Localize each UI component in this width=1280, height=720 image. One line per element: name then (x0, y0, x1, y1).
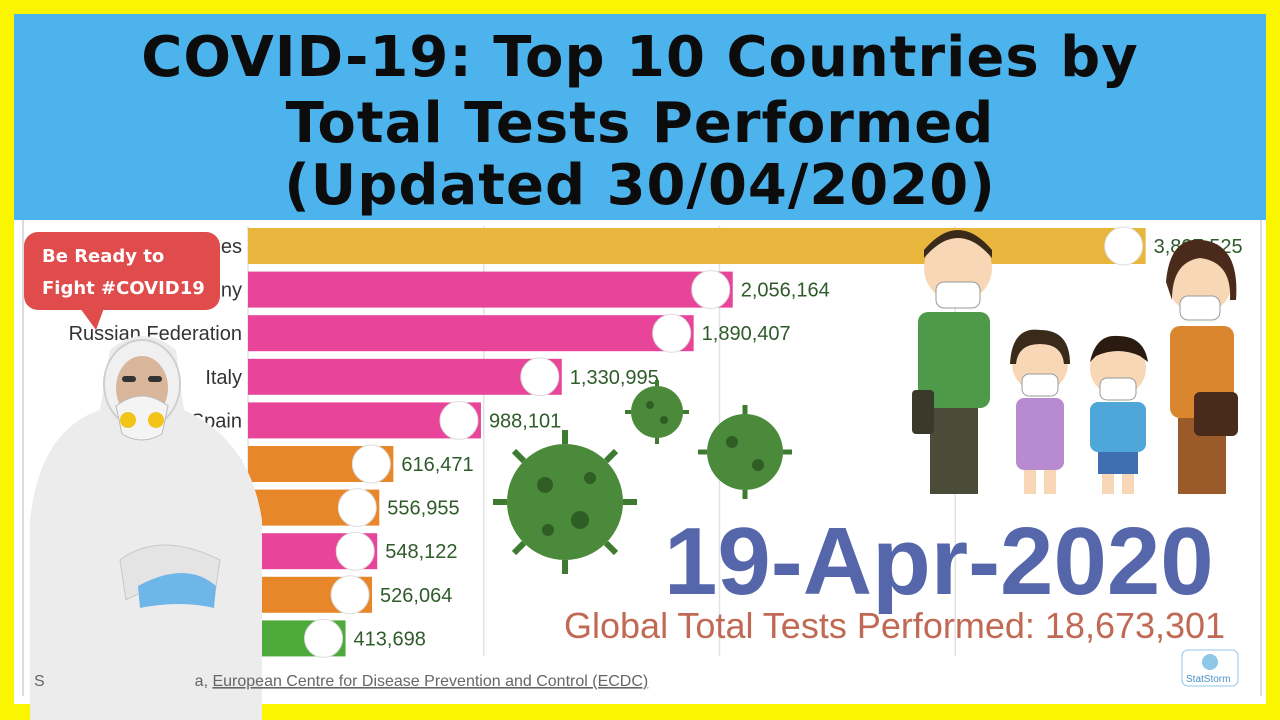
date-label: 19-Apr-2020 (664, 508, 1214, 615)
category-label: Italy (205, 367, 242, 389)
value-label: 2,056,164 (741, 280, 830, 302)
italy-flag-icon (520, 357, 560, 397)
bar (248, 315, 694, 352)
usa-flag-icon (1104, 226, 1144, 266)
category-label: es (221, 236, 242, 258)
bar (248, 358, 562, 395)
value-label: 526,064 (380, 585, 452, 607)
bar (248, 228, 1146, 264)
value-label: 556,955 (387, 498, 459, 520)
france-flag-icon (335, 531, 375, 571)
title-line-2: Total Tests Performed (285, 91, 995, 156)
sticker-be-ready: Be Ready to Fight #COVID19 (24, 232, 220, 330)
value-label: 616,471 (401, 454, 473, 476)
germany-flag-icon (691, 270, 731, 310)
australia-flag-icon (304, 618, 344, 658)
canada-flag-icon (330, 575, 370, 615)
value-label: 548,122 (385, 541, 457, 563)
russia-flag-icon (652, 313, 692, 353)
virus-large-icon (493, 430, 637, 574)
hazmat-person-illustration (30, 336, 262, 720)
sticker-line-2: Fight #COVID19 (42, 278, 205, 299)
south-korea-flag-icon (337, 488, 377, 528)
value-label: 1,330,995 (570, 367, 659, 389)
bar (248, 271, 733, 308)
global-total-label: Global Total Tests Performed: 18,673,301 (564, 605, 1225, 646)
virus-medium-icon (698, 405, 792, 499)
value-label: 1,890,407 (702, 323, 791, 345)
source-link[interactable]: European Centre for Disease Prevention a… (212, 673, 648, 690)
logo-text: StatStorm (1186, 674, 1230, 685)
statstorm-logo: StatStorm (1181, 649, 1239, 687)
category-label: Russian Federation (69, 323, 242, 345)
category-label: ny (221, 280, 242, 302)
value-label: 413,698 (354, 628, 426, 650)
title-banner: COVID-19: Top 10 Countries by Total Test… (14, 14, 1266, 220)
family-illustration (912, 230, 1238, 494)
source-prefix: S (34, 673, 45, 690)
sticker-line-1: Be Ready to (42, 246, 164, 267)
title-line-1: COVID-19: Top 10 Countries by (141, 25, 1139, 90)
value-label: 988,101 (489, 410, 561, 432)
virus-small-icon (625, 380, 689, 444)
spain-flag-icon (439, 400, 479, 440)
title-line-3: (Updated 30/04/2020) (284, 153, 996, 218)
turkey-flag-icon (351, 444, 391, 484)
source-middle: a, (195, 673, 213, 690)
